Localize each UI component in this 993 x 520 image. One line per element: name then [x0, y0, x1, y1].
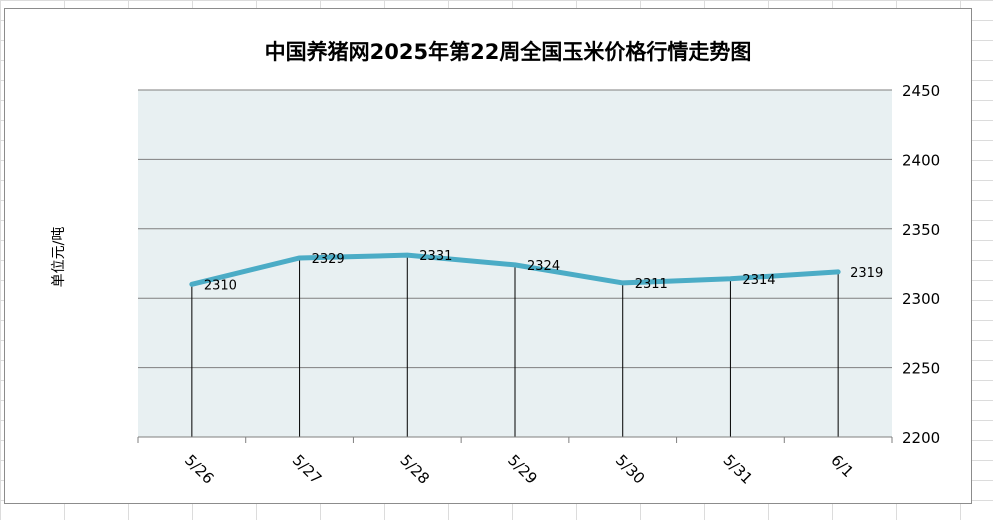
x-tick-label: 5/29	[504, 451, 541, 488]
y-axis-ticks: 2200 2250 2300 2350 2400 2450	[902, 82, 940, 447]
data-labels: 2310 2329 2331 2324 2311 2314 2319	[204, 249, 883, 293]
chart-title: 中国养猪网2025年第22周全国玉米价格行情走势图	[265, 40, 752, 64]
x-tick-label: 6/1	[827, 451, 857, 481]
chart-frame: 中国养猪网2025年第22周全国玉米价格行情走势图 2200 2250 2300 23…	[4, 8, 972, 504]
data-label: 2310	[204, 278, 237, 293]
drop-lines	[191, 255, 839, 437]
y-tick-label: 2350	[902, 221, 940, 239]
data-label: 2331	[419, 249, 452, 264]
data-label: 2319	[850, 266, 883, 281]
y-tick-label: 2200	[902, 429, 940, 447]
data-label: 2311	[635, 277, 668, 292]
line-chart: 中国养猪网2025年第22周全国玉米价格行情走势图 2200 2250 2300 23…	[51, 40, 940, 488]
data-label: 2314	[742, 273, 775, 288]
data-label: 2324	[527, 259, 560, 274]
x-axis	[137, 436, 893, 443]
x-axis-ticks: 5/26 5/27 5/28 5/29 5/30 5/31 6/1	[181, 451, 857, 488]
series-line	[189, 252, 841, 287]
y-tick-label: 2450	[902, 82, 940, 100]
x-tick-label: 5/27	[289, 451, 326, 488]
x-tick-label: 5/26	[181, 451, 218, 488]
x-tick-label: 5/31	[720, 451, 757, 488]
x-tick-label: 5/30	[612, 451, 649, 488]
y-axis-label: 单位元/吨	[51, 227, 67, 288]
y-tick-label: 2300	[902, 290, 940, 308]
data-label: 2329	[312, 252, 345, 267]
y-tick-label: 2400	[902, 151, 940, 169]
y-tick-label: 2250	[902, 360, 940, 378]
x-tick-label: 5/28	[396, 451, 433, 488]
